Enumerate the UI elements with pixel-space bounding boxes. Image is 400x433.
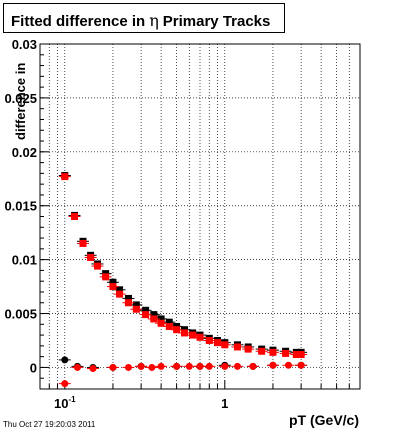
data-point-square: [244, 345, 252, 353]
data-point-square: [142, 311, 150, 319]
data-point-circle: [124, 363, 132, 371]
y-tick-label: 0.005: [4, 307, 37, 322]
chart-title: Fitted difference in η Primary Tracks: [11, 11, 270, 30]
data-point-circle: [89, 365, 97, 373]
data-point-square: [157, 319, 165, 327]
data-point-square: [189, 331, 197, 339]
data-point-circle: [249, 362, 257, 370]
data-point-circle: [221, 362, 229, 370]
data-point-square: [165, 322, 173, 330]
data-point-square: [142, 306, 150, 314]
data-point-square: [258, 347, 266, 355]
data-point-square: [102, 273, 110, 281]
x-tick-label-base: 10: [54, 396, 68, 411]
data-point-square: [173, 326, 181, 334]
y-tick-label: 0: [30, 360, 37, 375]
data-point-circle: [173, 362, 181, 370]
data-point-circle: [196, 362, 204, 370]
data-point-square: [157, 315, 165, 323]
data-point-circle: [284, 361, 292, 369]
data-point-circle: [185, 362, 193, 370]
data-point-square: [180, 329, 188, 337]
data-point-circle: [205, 362, 213, 370]
data-point-square: [109, 283, 117, 291]
data-point-circle: [137, 362, 145, 370]
data-point-square: [205, 336, 213, 344]
x-tick-label-base: 1: [221, 396, 228, 411]
data-point-square: [109, 278, 117, 286]
data-point-circle: [157, 362, 165, 370]
y-tick-label: 0.025: [4, 91, 37, 106]
x-tick-label-exponent: -1: [68, 395, 76, 404]
data-point-square: [132, 301, 140, 309]
data-point-square: [269, 348, 277, 356]
data-point-square: [116, 286, 124, 294]
data-point-square: [116, 290, 124, 298]
y-tick-label: 0.01: [12, 253, 37, 268]
data-point-square: [221, 341, 229, 349]
x-tick-label: 1: [221, 396, 228, 411]
data-point-circle: [109, 363, 117, 371]
data-point-square: [150, 311, 158, 319]
x-axis-label: pT (GeV/c): [289, 412, 360, 428]
title-prefix: Fitted difference in: [11, 13, 146, 30]
timestamp: Thu Oct 27 19:20:03 2011: [3, 420, 96, 429]
data-point-square: [233, 343, 241, 351]
data-point-square: [61, 173, 69, 181]
data-point-circle: [148, 363, 156, 371]
data-point-circle: [297, 361, 305, 369]
data-point-square: [132, 305, 140, 313]
data-point-square: [93, 262, 101, 270]
data-point-square: [87, 253, 95, 261]
data-point-square: [165, 318, 173, 326]
chart-title-box: Fitted difference in η Primary Tracks: [3, 3, 285, 33]
y-axis-label: difference in: [13, 62, 28, 140]
data-point-square: [297, 351, 305, 358]
data-point-square: [150, 315, 158, 323]
data-point-square: [282, 349, 290, 357]
data-point-circle: [73, 363, 81, 371]
data-point-circle: [61, 380, 69, 388]
title-eta-symbol: η: [149, 11, 159, 30]
y-tick-label: 0.015: [4, 199, 37, 214]
data-point-circle: [233, 362, 241, 370]
data-point-square: [70, 213, 78, 220]
y-tick-label: 0.03: [12, 37, 37, 52]
data-point-square: [124, 299, 132, 307]
data-point-circle: [61, 356, 69, 364]
data-point-square: [196, 333, 204, 341]
data-point-square: [213, 339, 221, 347]
x-tick-label: 10-1: [54, 395, 76, 411]
data-point-circle: [269, 361, 277, 369]
data-point-square: [124, 294, 132, 302]
y-tick-label: 0.02: [12, 145, 37, 160]
data-point-square: [79, 239, 87, 247]
title-suffix: Primary Tracks: [162, 13, 271, 30]
